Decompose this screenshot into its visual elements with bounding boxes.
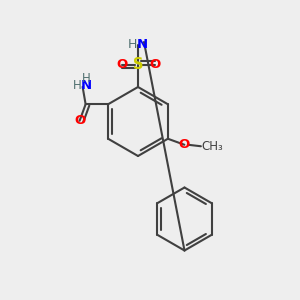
Text: O: O — [116, 58, 127, 71]
Text: CH₃: CH₃ — [201, 140, 223, 153]
Text: O: O — [149, 58, 160, 71]
Text: H: H — [128, 38, 137, 51]
Text: O: O — [179, 138, 190, 151]
Text: N: N — [136, 38, 148, 51]
Text: H: H — [82, 72, 91, 85]
Text: O: O — [74, 114, 85, 127]
Text: N: N — [81, 79, 92, 92]
Text: H: H — [73, 79, 82, 92]
Text: S: S — [133, 57, 143, 72]
